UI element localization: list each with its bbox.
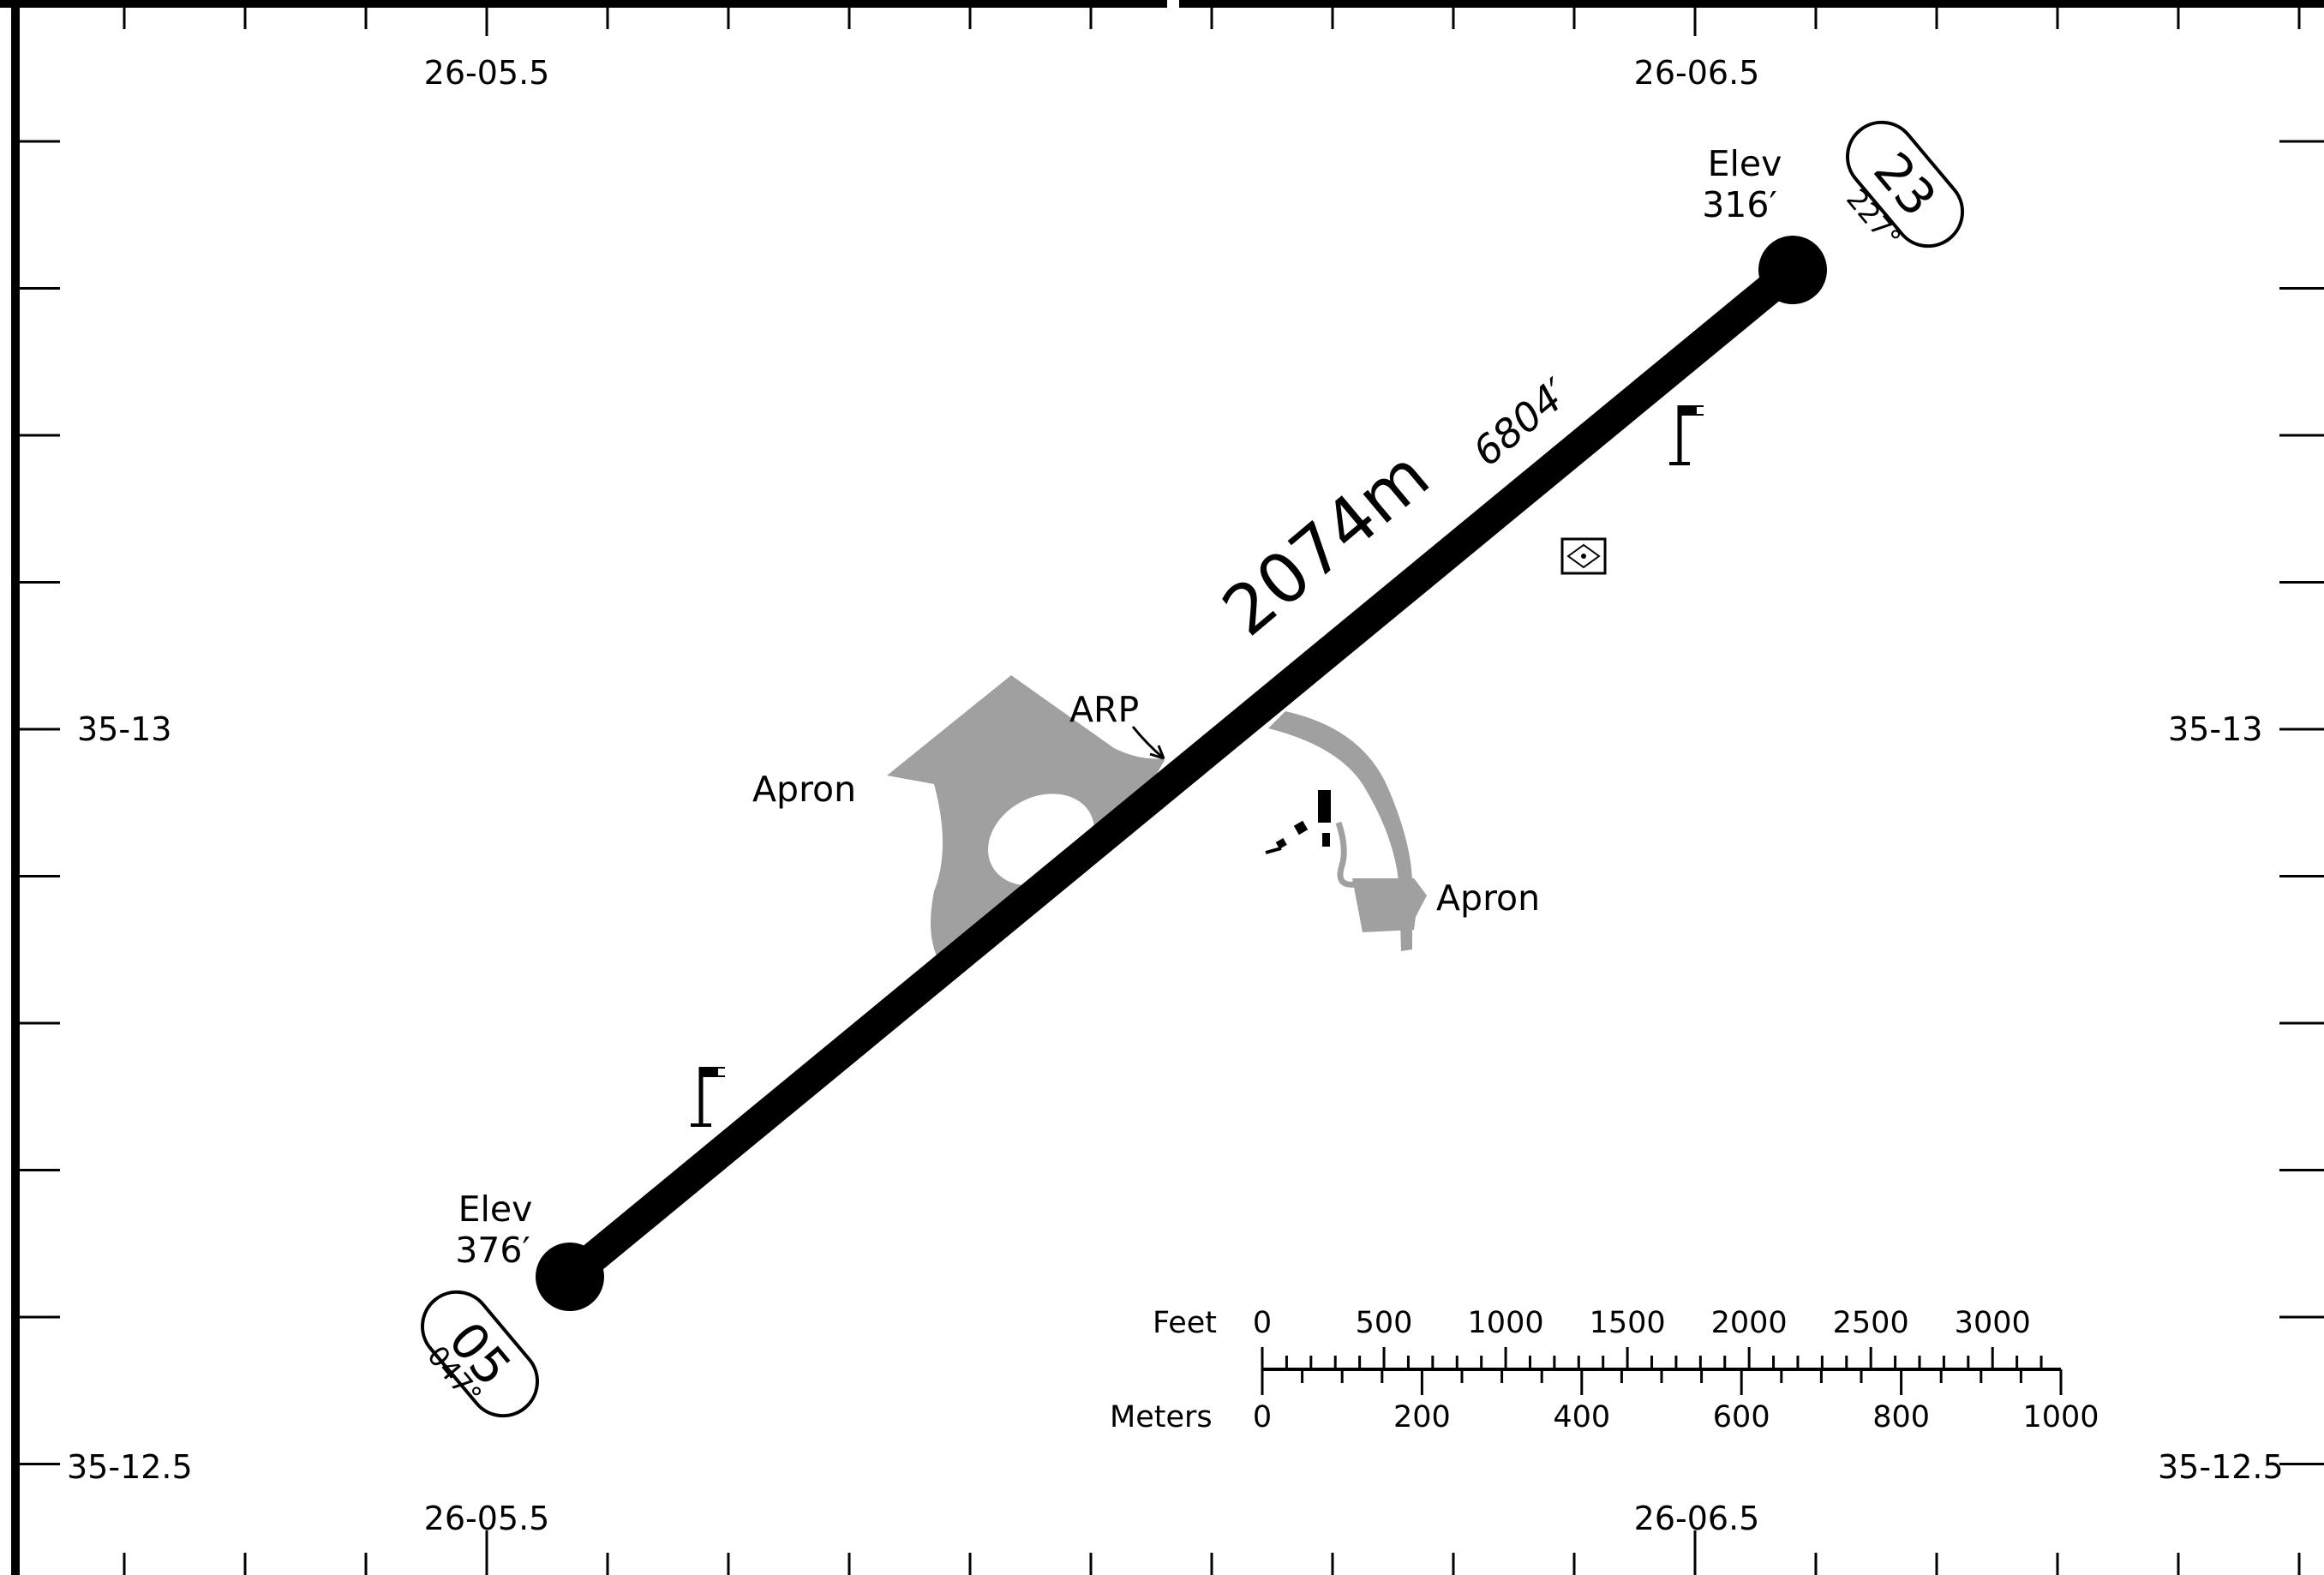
scale-meters-label: Meters: [1110, 1400, 1213, 1434]
runway-designator-23: 23: [1846, 120, 1964, 249]
windsock-icon: [691, 1067, 726, 1127]
scale-meter-value: 1000: [2022, 1400, 2099, 1434]
scale-feet-value: 3000: [1955, 1306, 2031, 1340]
buildings-icon: [1265, 790, 1331, 854]
lon-label-bottom-right: 26-06.5: [1634, 1500, 1760, 1537]
scale-feet-label: Feet: [1153, 1306, 1217, 1340]
coordinate-labels: 26-05.5 26-06.5 26-05.5 26-06.5 35-13 35…: [67, 54, 2284, 1537]
lon-label-bottom-left: 26-05.5: [424, 1500, 550, 1537]
scale-bar: Feet Meters 0 500 1000 1500 2000 2500 3000 0 20…: [1110, 1306, 2099, 1434]
scale-meter-value: 200: [1393, 1400, 1451, 1434]
runway-length-meters: 2074m: [1208, 435, 1444, 651]
scale-meter-value: 600: [1713, 1400, 1770, 1434]
lon-label-top-right: 26-06.5: [1634, 54, 1760, 92]
apron-label-east: Apron: [1436, 877, 1540, 919]
elev-label-sw: Elev: [458, 1189, 533, 1230]
arp-label: ARP: [1069, 689, 1139, 730]
elev-value-sw: 376′: [455, 1230, 530, 1271]
scale-feet-value: 2000: [1711, 1306, 1788, 1340]
scale-meter-value: 400: [1553, 1400, 1610, 1434]
lat-label-mid-right: 35-13: [2168, 710, 2262, 748]
apron-label-west: Apron: [752, 769, 856, 810]
scale-meter-value: 800: [1872, 1400, 1930, 1434]
apron-east: [1268, 711, 1427, 951]
scale-feet-value: 0: [1253, 1306, 1272, 1340]
elev-value-ne: 316′: [1702, 184, 1777, 225]
scale-feet-value: 1500: [1590, 1306, 1666, 1340]
lat-label-bottom-right: 35-12.5: [2158, 1448, 2284, 1486]
scale-feet-value: 500: [1356, 1306, 1413, 1340]
lat-label-mid-left: 35-13: [77, 710, 171, 748]
runway: [536, 236, 1827, 1311]
scale-feet-value: 1000: [1468, 1306, 1544, 1340]
scale-feet-value: 2500: [1833, 1306, 1909, 1340]
lon-label-top-left: 26-05.5: [424, 54, 550, 92]
wind-direction-indicator-icon: [1560, 537, 1607, 575]
elev-label-ne: Elev: [1708, 143, 1782, 184]
scale-meter-value: 0: [1253, 1400, 1272, 1434]
windsock-icon: [1669, 405, 1704, 465]
grid-ticks: [15, 7, 2324, 1575]
lat-label-bottom-left: 35-12.5: [67, 1448, 193, 1486]
